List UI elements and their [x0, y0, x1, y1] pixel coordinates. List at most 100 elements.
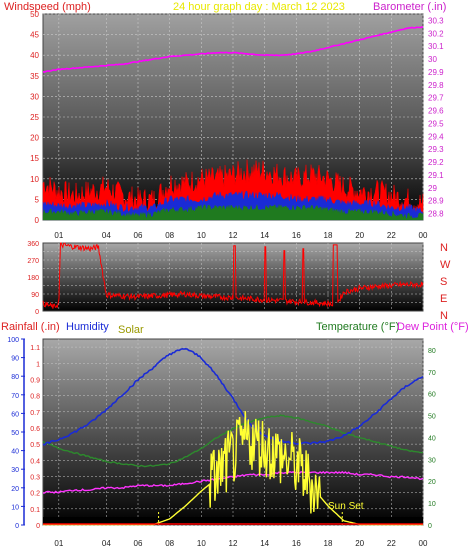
temp-tick-label: 70	[428, 370, 436, 377]
wind-tick-label: 15	[30, 154, 39, 163]
humidity-series	[42, 347, 424, 446]
baro-tick-label: 30.2	[428, 29, 444, 38]
weather-x-tick-label: 08	[165, 539, 174, 548]
humidity-tick-label: 70	[11, 393, 19, 400]
dew-point-label: Dew Point (°F)	[397, 321, 469, 333]
rain-tick-label: 0.2	[30, 491, 40, 498]
rain-tick-label: 0.7	[30, 410, 40, 417]
wind-direction-series	[42, 242, 424, 309]
baro-tick-label: 29.9	[428, 68, 444, 77]
wind-tick-label: 50	[30, 10, 39, 19]
humidity-tick-label: 90	[11, 356, 19, 363]
wind-tick-label: 20	[30, 134, 39, 143]
humidity-tick-label: 60	[11, 411, 19, 418]
dew-point-series	[42, 470, 424, 494]
wind-x-tick-label: 06	[134, 231, 143, 240]
temp-tick-label: 40	[428, 435, 436, 442]
humidity-tick-label: 20	[11, 486, 19, 493]
weather-x-tick-label: 01	[54, 539, 63, 548]
compass-label: W	[440, 259, 451, 271]
humidity-tick-label: 100	[7, 337, 19, 344]
weather-x-tick-label: 10	[197, 539, 206, 548]
wind-tick-label: 30	[30, 92, 39, 101]
solar-label: Solar	[118, 324, 144, 336]
rain-tick-label: 0.8	[30, 394, 40, 401]
direction-tick-label: 180	[27, 275, 39, 282]
temperature-series	[42, 414, 423, 468]
baro-tick-label: 29	[428, 184, 437, 193]
temp-tick-label: 20	[428, 479, 436, 486]
rain-tick-label: 0	[36, 523, 40, 530]
humidity-tick-label: 10	[11, 504, 19, 511]
baro-tick-label: 28.9	[428, 197, 444, 206]
sunset-annotation: Sun Set	[328, 501, 364, 512]
wind-tick-label: 25	[30, 113, 39, 122]
wind-x-tick-label: 08	[165, 231, 174, 240]
wind-x-tick-label: 14	[260, 231, 269, 240]
weather-x-tick-label: 20	[355, 539, 364, 548]
weather-x-tick-label: 18	[324, 539, 333, 548]
rain-tick-label: 0.3	[30, 474, 40, 481]
compass-label: N	[440, 242, 448, 254]
baro-tick-label: 30	[428, 55, 437, 64]
direction-tick-label: 0	[35, 309, 39, 316]
weather-x-tick-label: 16	[292, 539, 301, 548]
rain-tick-label: 0.6	[30, 426, 40, 433]
baro-tick-label: 29.6	[428, 107, 444, 116]
direction-tick-label: 270	[27, 258, 39, 265]
windspeed-label: Windspeed (mph)	[4, 1, 91, 13]
baro-tick-label: 30.1	[428, 42, 444, 51]
temp-tick-label: 30	[428, 457, 436, 464]
baro-tick-label: 29.8	[428, 81, 444, 90]
wind-tick-label: 10	[30, 175, 39, 184]
rain-tick-label: 0.9	[30, 377, 40, 384]
humidity-tick-label: 0	[15, 523, 19, 530]
baro-tick-label: 29.7	[428, 94, 444, 103]
direction-tick-label: 360	[27, 241, 39, 248]
baro-tick-label: 29.5	[428, 119, 444, 128]
wind-x-tick-label: 04	[102, 231, 111, 240]
baro-tick-label: 30.3	[428, 16, 444, 25]
weather-x-tick-label: 00	[419, 539, 428, 548]
wind-x-tick-label: 22	[387, 231, 396, 240]
wind-x-tick-label: 16	[292, 231, 301, 240]
wind-x-tick-label: 00	[419, 231, 428, 240]
baro-tick-label: 29.2	[428, 158, 444, 167]
wind-tick-label: 5	[35, 195, 40, 204]
temp-tick-label: 10	[428, 501, 436, 508]
baro-tick-label: 29.4	[428, 132, 444, 141]
rain-tick-label: 1	[36, 361, 40, 368]
wind-tick-label: 35	[30, 72, 39, 81]
humidity-tick-label: 50	[11, 430, 19, 437]
barometer-label: Barometer (.in)	[373, 1, 446, 13]
wind-x-tick-label: 20	[355, 231, 364, 240]
rain-tick-label: 0.1	[30, 507, 40, 514]
baro-tick-label: 28.8	[428, 210, 444, 219]
barometer-series	[42, 25, 424, 73]
weather-x-tick-label: 14	[260, 539, 269, 548]
compass-label: E	[440, 293, 447, 305]
rain-tick-label: 0.4	[30, 458, 40, 465]
weather-x-tick-label: 04	[102, 539, 111, 548]
humidity-tick-label: 40	[11, 449, 19, 456]
temp-tick-label: 50	[428, 414, 436, 421]
chart-title: 24 hour graph day : March 12 2023	[173, 1, 345, 13]
wind-tick-label: 40	[30, 51, 39, 60]
wind-x-tick-label: 12	[229, 231, 238, 240]
wind-tick-label: 45	[30, 31, 39, 40]
wind-x-tick-label: 18	[324, 231, 333, 240]
rainfall-label: Rainfall (.in)	[1, 321, 60, 333]
compass-label: N	[440, 310, 448, 322]
temperature-label: Temperature (°F)	[316, 321, 399, 333]
direction-tick-label: 90	[31, 292, 39, 299]
wind-tick-label: 0	[35, 216, 40, 225]
weather-x-tick-label: 06	[134, 539, 143, 548]
temp-tick-label: 80	[428, 348, 436, 355]
compass-label: S	[440, 276, 447, 288]
rain-tick-label: 1.1	[30, 345, 40, 352]
humidity-label: Humidity	[66, 321, 109, 333]
solar-baseline	[43, 517, 423, 525]
baro-tick-label: 29.3	[428, 145, 444, 154]
rain-tick-label: 0.5	[30, 442, 40, 449]
